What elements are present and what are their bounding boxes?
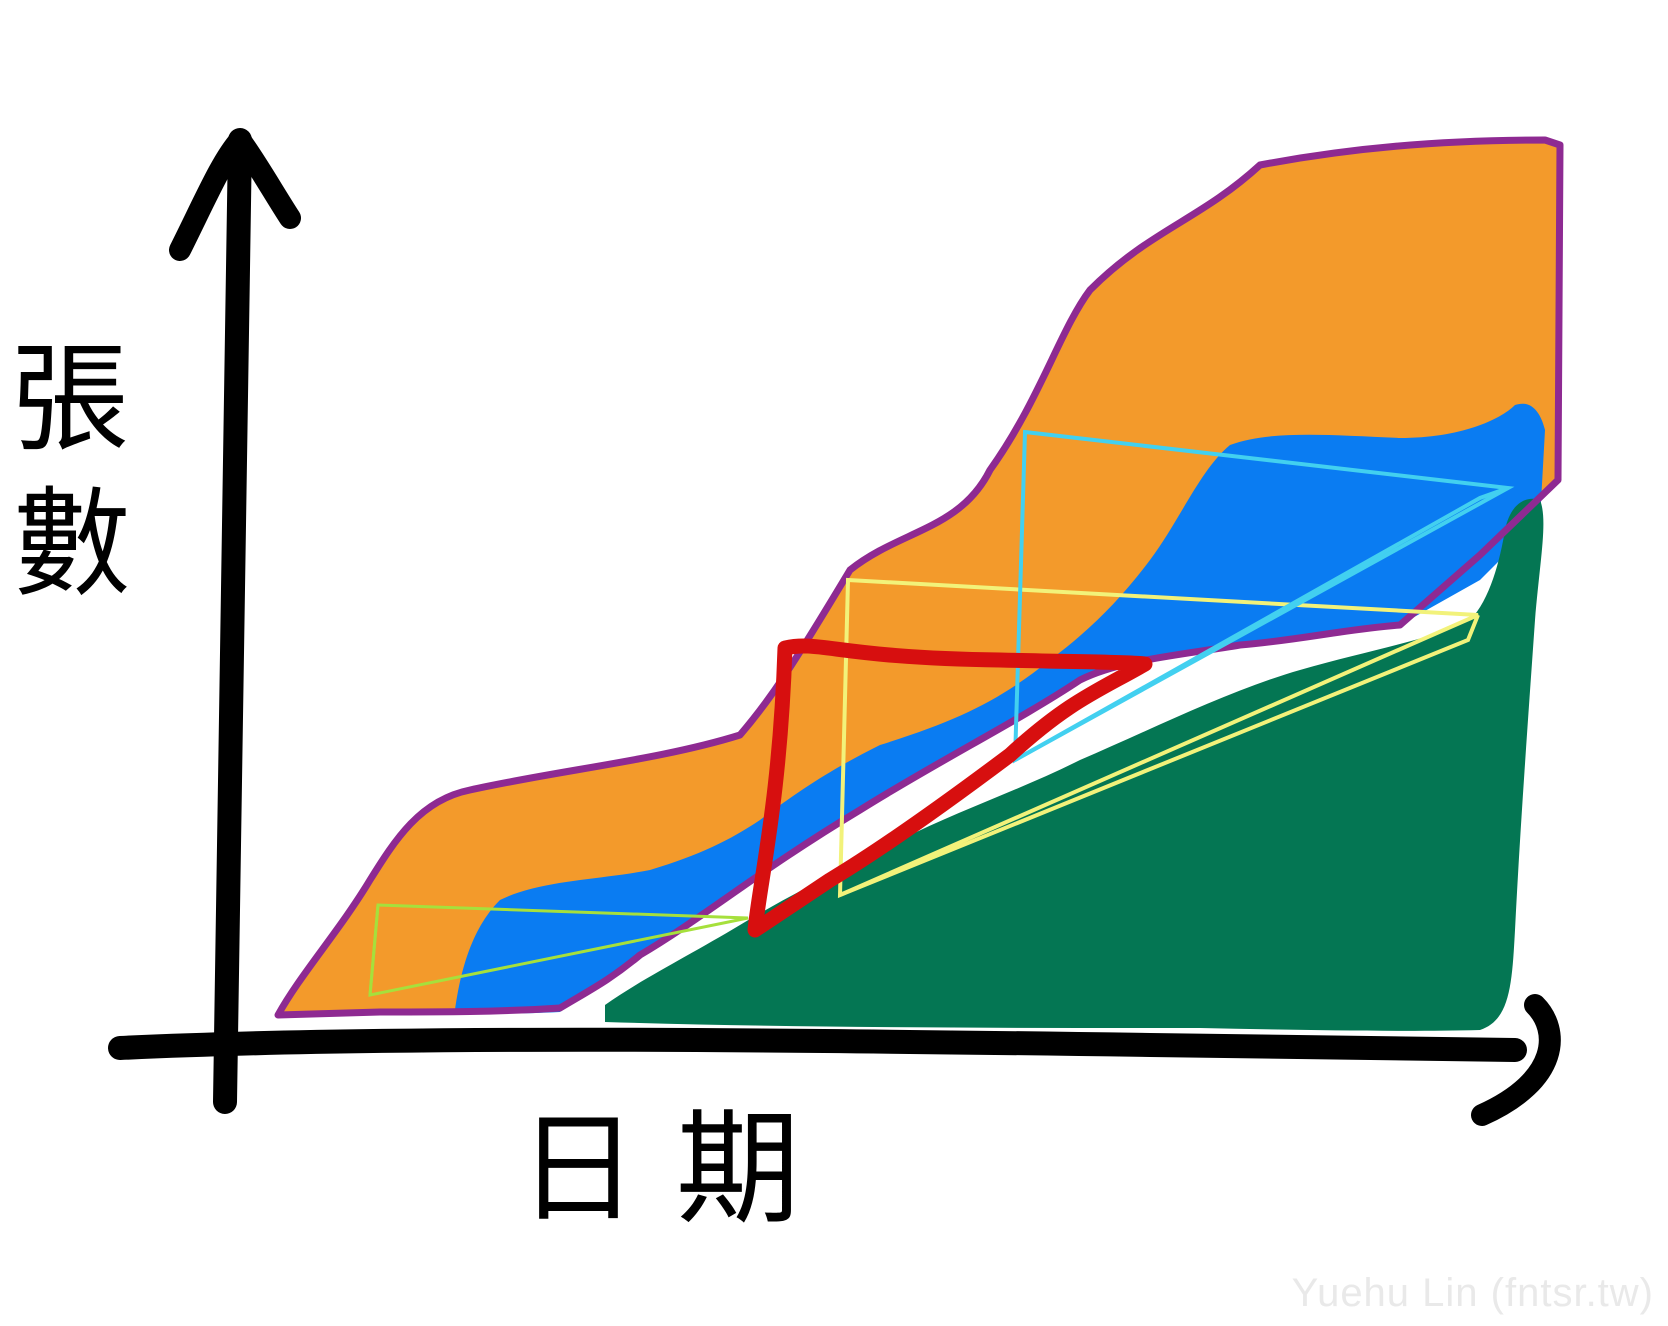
x-axis-label-char-1: 日 <box>518 1100 638 1239</box>
x-axis <box>108 1027 1527 1062</box>
highlight-box-red <box>747 638 1153 938</box>
y-axis-arrow <box>169 129 301 261</box>
highlight-box-cyan <box>1012 429 1515 764</box>
area-green <box>605 498 1544 1031</box>
x-axis-arrow <box>1471 994 1561 1126</box>
area-orange <box>278 140 1560 1015</box>
highlight-box-yellow-edge <box>839 614 1480 897</box>
watermark: Yuehu Lin (fntsr.tw) <box>1291 1271 1654 1315</box>
y-axis <box>213 128 252 1114</box>
highlight-box-yellow <box>837 577 1479 899</box>
area-outline <box>274 136 1564 1019</box>
area-blue <box>455 403 1545 1014</box>
highlight-box-cyan-edge <box>1014 486 1509 762</box>
x-axis-label-char-2: 期 <box>676 1098 800 1242</box>
highlight-box-lime-edge <box>368 904 380 996</box>
y-axis-label-char-2: 數 <box>13 475 131 613</box>
y-axis-label-char-1: 張 <box>11 330 129 468</box>
